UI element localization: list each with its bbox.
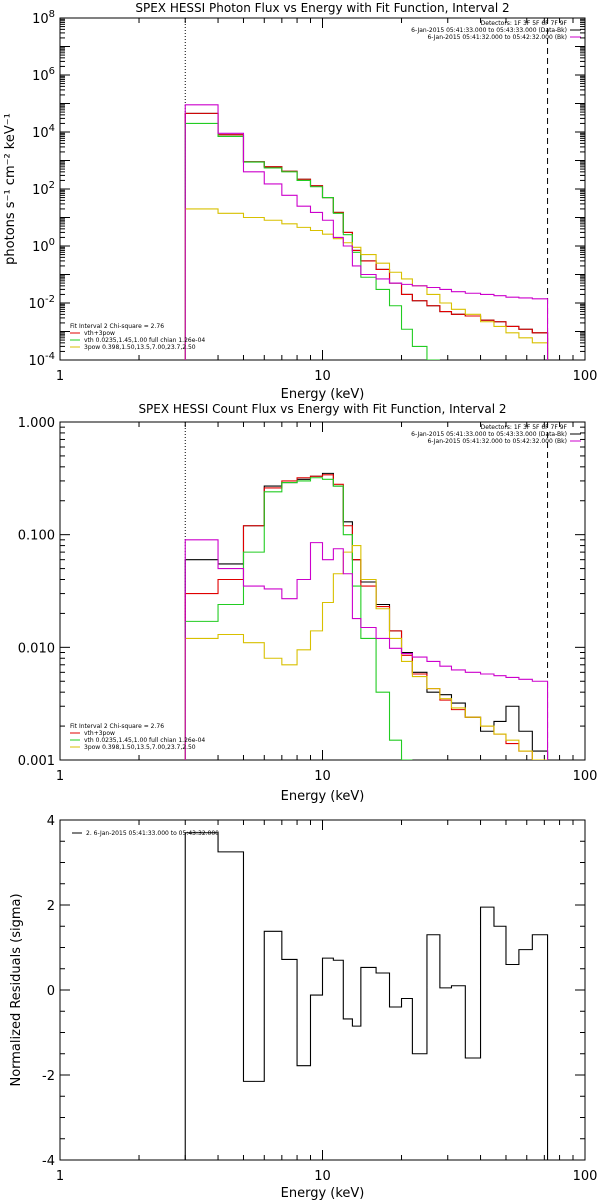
legend-entry: 3pow 0.398,1.50,13.5,7.00,23.7,2.50	[84, 344, 196, 351]
series-line-1	[184, 472, 549, 760]
x-tick-label: 1	[56, 769, 64, 784]
x-axis-label: Energy (keV)	[281, 387, 365, 402]
header-text: 6-Jan-2015 05:41:33.000 to 05:43:33.000 …	[411, 431, 567, 438]
x-tick-label: 100	[573, 369, 598, 384]
y-tick-label: 100	[32, 237, 55, 255]
y-tick-label: 108	[32, 9, 55, 27]
y-tick-label: 2	[47, 899, 55, 914]
y-tick-label: 104	[32, 123, 55, 141]
y-tick-label: 0	[47, 984, 55, 999]
chart-title: SPEX HESSI Count Flux vs Energy with Fit…	[138, 402, 506, 416]
chart-panel-3: Energy (keV) Normalized Residuals (sigma)…	[9, 814, 597, 1200]
series-line-4	[184, 208, 549, 360]
header-text: 6-Jan-2015 05:41:32.000 to 05:42:32.000 …	[427, 438, 567, 445]
header-text: Detectors: 1F 3F 5F 6F 7F 9F	[481, 20, 568, 27]
legend-entry: 2. 6-Jan-2015 05:41:33.000 to 05:43:32.0…	[86, 830, 219, 837]
header-text: 6-Jan-2015 05:41:33.000 to 05:43:33.000 …	[411, 27, 567, 34]
header-text: 6-Jan-2015 05:41:32.000 to 05:42:32.000 …	[427, 34, 567, 41]
y-axis-label: Normalized Residuals (sigma)	[9, 893, 24, 1086]
x-tick-label: 1	[56, 1169, 64, 1184]
x-tick-label: 10	[314, 369, 331, 384]
y-tick-label: 10-2	[28, 294, 55, 312]
series-line-3	[184, 122, 440, 360]
y-tick-label: 0.010	[18, 641, 55, 656]
y-tick-label: 1.000	[18, 416, 55, 431]
chart-title: SPEX HESSI Photon Flux vs Energy with Fi…	[135, 1, 509, 15]
y-tick-label: 4	[47, 814, 55, 829]
x-tick-label: 10	[314, 769, 331, 784]
x-tick-label: 1	[56, 369, 64, 384]
series-line-1	[184, 112, 549, 360]
header-text: Detectors: 1F 3F 5F 6F 7F 9F	[481, 424, 568, 431]
x-tick-label: 100	[573, 1169, 598, 1184]
legend-entry: vth+3pow	[84, 330, 115, 337]
series-line-3	[184, 477, 413, 760]
series-line-2	[184, 112, 549, 360]
legend-entry: 3pow 0.398,1.50,13.5,7.00,23.7,2.50	[84, 744, 196, 751]
legend-entry: vth 0.0235,1.45,1.00 full chian 1.26e-04	[84, 337, 205, 344]
y-tick-label: -4	[42, 1154, 55, 1169]
x-axis-label: Energy (keV)	[281, 789, 365, 804]
y-tick-label: 102	[32, 180, 55, 198]
y-tick-label: 0.100	[18, 529, 55, 544]
legend-entry: Fit Interval 2 Chi-square = 2.76	[70, 323, 164, 330]
y-tick-label: 106	[32, 66, 55, 84]
y-axis-label: photons s⁻¹ cm⁻² keV⁻¹	[3, 113, 18, 265]
y-tick-label: 10-4	[28, 351, 55, 369]
x-tick-label: 10	[314, 1169, 331, 1184]
series-line-1	[184, 832, 549, 1160]
y-tick-label: -2	[42, 1069, 55, 1084]
x-tick-label: 100	[573, 769, 598, 784]
legend-entry: vth+3pow	[84, 730, 115, 737]
series-line-4	[184, 545, 548, 760]
legend-entry: vth 0.0235,1.45,1.00 full chian 1.26e-04	[84, 737, 205, 744]
legend-entry: Fit Interval 2 Chi-square = 2.76	[70, 723, 164, 730]
series-line-2	[184, 474, 548, 760]
x-axis-label: Energy (keV)	[281, 1186, 365, 1200]
series-line-5	[184, 539, 549, 760]
y-tick-label: 0.001	[18, 754, 55, 769]
chart-panel-1: SPEX HESSI Photon Flux vs Energy with Fi…	[3, 1, 597, 402]
series-line-5	[184, 104, 549, 360]
chart-panel-2: SPEX HESSI Count Flux vs Energy with Fit…	[18, 402, 598, 804]
